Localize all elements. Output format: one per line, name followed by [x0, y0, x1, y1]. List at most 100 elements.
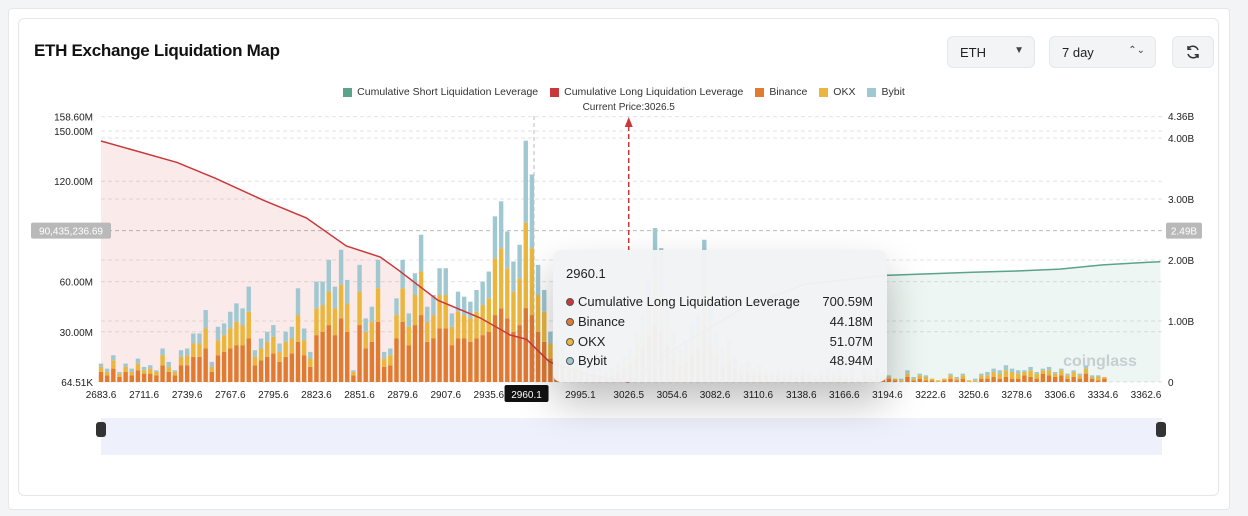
period-select[interactable]: 7 day ⌃⌄: [1049, 36, 1156, 68]
bar-binance: [357, 325, 362, 382]
bar-okx: [141, 370, 147, 374]
bar-bybit: [1083, 365, 1089, 369]
bar-binance: [462, 338, 467, 382]
bar-bybit: [295, 288, 301, 316]
bar-binance: [332, 335, 338, 382]
bar-bybit: [394, 298, 399, 316]
bar-binance: [1003, 376, 1009, 382]
bar-binance: [1102, 378, 1107, 382]
bar-binance: [905, 376, 910, 382]
bar-okx: [1089, 376, 1095, 379]
bar-binance: [1071, 376, 1076, 382]
bar-okx: [111, 360, 116, 369]
bar-bybit: [443, 268, 448, 295]
x-tick-label: 2935.6: [474, 390, 505, 401]
bar-okx: [172, 371, 178, 376]
legend-item-short[interactable]: Cumulative Short Liquidation Leverage: [343, 86, 538, 98]
bar-okx: [425, 321, 430, 342]
bar-bybit: [523, 140, 528, 223]
legend-item-binance[interactable]: Binance: [755, 86, 807, 98]
bar-binance: [338, 318, 344, 382]
bar-okx: [886, 376, 892, 379]
bar-okx: [160, 355, 165, 366]
bar-bybit: [308, 351, 313, 359]
bar-binance: [418, 315, 424, 382]
bar-bybit: [166, 361, 171, 367]
bar-bybit: [135, 358, 141, 364]
long-cumulative-area: [101, 141, 629, 382]
bar-bybit: [905, 370, 910, 374]
bar-binance: [1040, 373, 1046, 382]
bar-okx: [535, 294, 541, 332]
current-price-label: Current Price:3026.5: [583, 102, 676, 113]
bar-okx: [486, 298, 492, 332]
bar-bybit: [388, 348, 393, 356]
bar-okx: [1102, 376, 1107, 379]
bar-okx: [1077, 375, 1083, 379]
legend-item-long[interactable]: Cumulative Long Liquidation Leverage: [550, 86, 743, 98]
bar-binance: [104, 375, 110, 382]
bar-okx: [443, 294, 448, 329]
bar-bybit: [104, 368, 110, 372]
bar-okx: [979, 375, 984, 379]
bar-bybit: [474, 289, 479, 312]
bar-bybit: [381, 351, 387, 359]
slider-handle-right[interactable]: [1156, 422, 1166, 437]
legend-label: Cumulative Short Liquidation Leverage: [357, 86, 539, 98]
coin-select-value: ETH: [960, 45, 986, 60]
legend-label: Cumulative Long Liquidation Leverage: [564, 86, 744, 98]
bar-okx: [1052, 373, 1058, 377]
slider-handle-left[interactable]: [96, 422, 106, 437]
tooltip-price: 2960.1: [566, 266, 606, 281]
bar-bybit: [258, 338, 264, 349]
bar-okx: [1028, 370, 1033, 377]
x-tick-label: 3362.6: [1131, 390, 1162, 401]
bar-bybit: [209, 361, 215, 367]
bar-bybit: [1096, 375, 1101, 377]
bar-binance: [505, 318, 510, 382]
bar-bybit: [462, 296, 467, 316]
bar-binance: [954, 380, 959, 382]
dot-icon: [566, 318, 574, 326]
bar-binance: [1096, 380, 1101, 382]
period-select-value: 7 day: [1062, 45, 1094, 60]
legend-item-bybit[interactable]: Bybit: [867, 86, 905, 98]
data-zoom-slider[interactable]: [101, 418, 1162, 455]
bar-okx: [1096, 376, 1101, 381]
bar-bybit: [412, 273, 418, 295]
legend-label: OKX: [833, 86, 856, 98]
x-tick-label: 2795.6: [258, 390, 289, 401]
bar-bybit: [252, 350, 258, 357]
bar-bybit: [486, 271, 492, 299]
bar-bybit: [431, 294, 436, 316]
bar-okx: [517, 278, 522, 326]
bar-bybit: [511, 261, 516, 292]
bar-bybit: [1028, 366, 1033, 371]
y-right-tick-label: 4.36B: [1168, 112, 1194, 123]
bar-bybit: [277, 343, 282, 352]
bar-binance: [123, 371, 128, 382]
x-tick-label: 3110.6: [743, 390, 773, 401]
bar-binance: [215, 355, 221, 382]
bar-binance: [1009, 378, 1015, 382]
refresh-button[interactable]: [1172, 36, 1214, 68]
bar-okx: [406, 326, 411, 346]
bar-okx: [929, 378, 935, 381]
bar-binance: [1052, 376, 1058, 382]
bar-bybit: [449, 313, 455, 327]
bar-bybit: [1022, 370, 1027, 372]
x-tick-label: 3138.6: [786, 390, 817, 401]
bar-bybit: [972, 378, 978, 381]
coin-select[interactable]: ETH ▼: [947, 36, 1035, 68]
bar-bybit: [283, 331, 288, 342]
bar-bybit: [886, 375, 892, 377]
x-tick-label: 2879.6: [387, 390, 418, 401]
bar-okx: [148, 368, 153, 374]
legend-item-okx[interactable]: OKX: [819, 86, 855, 98]
bar-binance: [388, 365, 393, 382]
bar-okx: [972, 380, 978, 382]
bar-binance: [1016, 378, 1021, 382]
bar-bybit: [184, 348, 190, 356]
bar-okx: [911, 378, 916, 381]
bar-binance: [271, 353, 276, 382]
